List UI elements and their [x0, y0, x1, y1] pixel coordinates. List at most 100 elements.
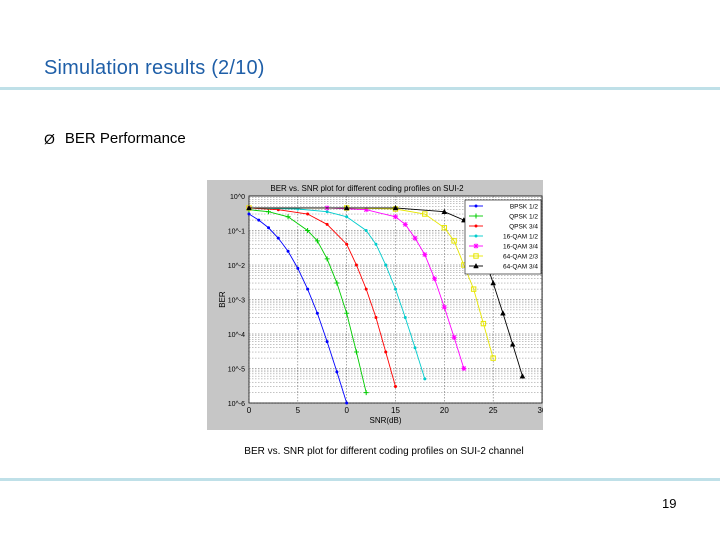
series-6-point — [441, 208, 448, 214]
series-4-point — [432, 276, 438, 282]
y-tick-label: 10^-6 — [228, 401, 245, 408]
x-tick-label: 0 — [247, 406, 252, 415]
series-2-point — [394, 385, 397, 389]
slide-title: Simulation results (2/10) — [44, 57, 265, 79]
series-1-point — [285, 214, 291, 220]
series-0-point — [267, 226, 271, 230]
figure-caption: BER vs. SNR plot for different coding pr… — [244, 446, 524, 457]
series-5-point — [470, 286, 477, 292]
series-6-point — [392, 204, 399, 211]
bullet-text: BER Performance — [64, 130, 186, 147]
legend-marker — [474, 224, 478, 228]
series-3-point — [413, 346, 417, 350]
series-3-point — [394, 287, 397, 291]
series-0-point — [306, 287, 310, 291]
series-1-point — [305, 228, 311, 233]
series-0-point — [276, 236, 280, 240]
x-tick-label: 25 — [489, 406, 498, 415]
x-tick-label: 5 — [296, 406, 301, 415]
legend-marker — [474, 234, 478, 238]
arrow-bullet-icon: Ø — [44, 130, 55, 147]
series-3-point — [403, 316, 407, 320]
series-2-point — [374, 316, 378, 320]
series-0-point — [296, 266, 300, 270]
series-0-point — [247, 212, 251, 216]
series-4-point — [363, 207, 369, 213]
legend-label: 16-QAM 1/2 — [503, 234, 538, 241]
legend-marker — [474, 204, 478, 208]
series-5-point — [441, 225, 448, 231]
y-tick-label: 10^-4 — [228, 332, 245, 339]
x-axis-label: SNR(dB) — [369, 416, 401, 425]
series-5-point — [480, 320, 487, 327]
series-3-point — [345, 215, 349, 219]
series-6-point — [500, 310, 506, 316]
series-4-point — [441, 304, 447, 310]
y-tick-label: 10^0 — [230, 194, 245, 201]
series-1-point — [353, 349, 359, 355]
series-2-point — [325, 222, 329, 226]
legend-marker — [473, 253, 479, 259]
series-6-point — [343, 204, 350, 211]
series-1-point — [363, 390, 369, 396]
x-tick-label: 15 — [391, 406, 400, 415]
x-tick-label: 20 — [440, 406, 449, 415]
y-tick-label: 10^-5 — [228, 367, 245, 374]
series-0-point — [286, 249, 290, 253]
x-tick-label: 30 — [538, 406, 543, 415]
series-2-point — [384, 350, 388, 354]
bottom-divider — [0, 478, 720, 481]
legend-marker — [473, 262, 479, 269]
series-6-point — [490, 280, 496, 286]
series-1-line — [248, 209, 367, 393]
series-2-point — [354, 263, 358, 267]
series-4-point — [422, 252, 428, 258]
series-3-point — [364, 229, 368, 232]
y-tick-label: 10^-3 — [228, 298, 245, 305]
series-4-point — [461, 366, 467, 371]
bullet-item: Ø BER Performance — [44, 130, 186, 147]
top-divider — [0, 87, 720, 90]
series-1-point — [324, 256, 330, 262]
series-2-point — [345, 242, 349, 246]
series-3-point — [384, 263, 388, 267]
chart-title: BER vs. SNR plot for different coding pr… — [270, 184, 464, 193]
legend-marker — [473, 243, 479, 249]
y-tick-label: 10^-1 — [228, 229, 245, 236]
legend-box — [464, 199, 542, 275]
series-6-point — [519, 373, 526, 379]
y-tick-label: 10^-2 — [228, 263, 245, 270]
ber-figure: 0 5 0 15 20 25 30 10^0 10^-1 10^-2 10^-3 10^-4 10^-5… — [207, 180, 543, 430]
series-0-point — [257, 218, 261, 222]
series-1-point — [266, 209, 272, 215]
series-6-point — [509, 341, 516, 347]
series-1-point — [334, 280, 340, 286]
series-5-point — [422, 211, 428, 217]
page-number: 19 — [662, 496, 677, 511]
series-3-point — [374, 242, 378, 246]
series-4-point — [412, 235, 418, 241]
legend-label: QPSK 1/2 — [509, 214, 538, 221]
ber-chart: 0 5 0 15 20 25 30 10^0 10^-1 10^-2 10^-3 10^-4 10^-5… — [218, 184, 543, 425]
series-0-point — [335, 370, 339, 374]
series-4-point — [402, 221, 408, 227]
series-3-point — [325, 210, 329, 214]
series-4-point — [393, 214, 398, 220]
series-3-point — [423, 377, 427, 381]
legend-label: BPSK 1/2 — [510, 204, 539, 211]
series-0-point — [325, 340, 329, 344]
series-0-point — [315, 311, 319, 315]
series-6-point — [246, 204, 252, 211]
x-tick-label: 0 — [344, 406, 349, 415]
series-2-point — [306, 212, 310, 216]
series-0-point — [345, 401, 349, 405]
series-1-point — [344, 310, 350, 316]
legend-label: 16-QAM 3/4 — [503, 244, 538, 251]
series-5-line — [249, 207, 494, 359]
legend-label: 64-QAM 2/3 — [503, 254, 538, 261]
series-1-point — [314, 238, 320, 244]
series-2-line — [248, 207, 396, 387]
legend-marker — [473, 213, 479, 219]
y-axis-label: BER — [218, 291, 227, 308]
series-2-point — [364, 287, 368, 291]
